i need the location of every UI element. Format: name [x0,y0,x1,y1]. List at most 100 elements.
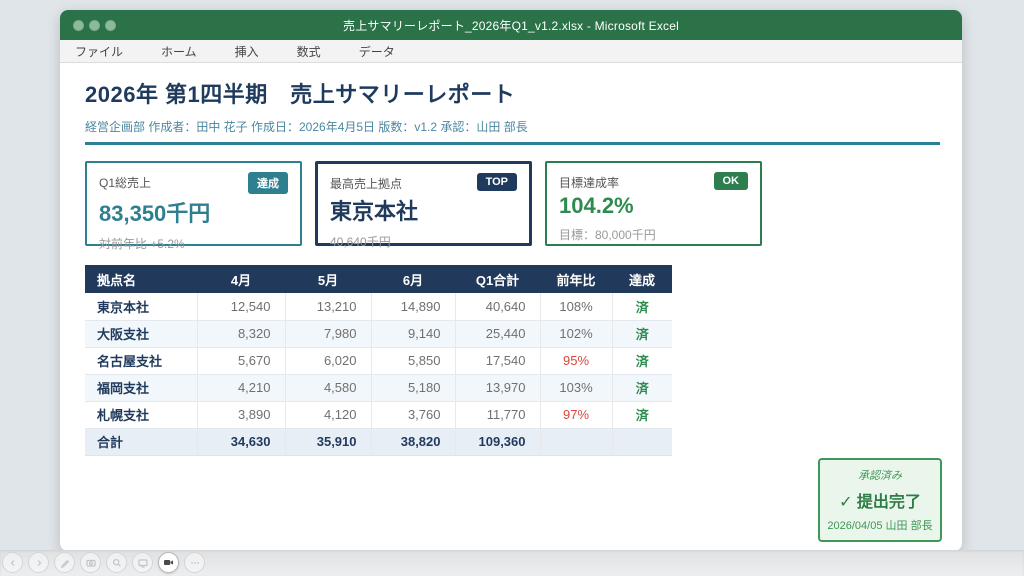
title-bar: 売上サマリーレポート_2026年Q1_v1.2.xlsx - Microsoft… [60,10,962,40]
cell-apr[interactable]: 8,320 [196,320,285,348]
col-header-done[interactable]: 達成 [612,265,672,293]
excel-window: 売上サマリーレポート_2026年Q1_v1.2.xlsx - Microsoft… [60,10,962,551]
kpi-label: 目標達成率 [559,176,620,190]
cell-q1[interactable]: 13,970 [454,374,540,402]
cell-yoy[interactable]: 102% [539,320,612,348]
cell-name[interactable]: 福岡支社 [85,374,197,402]
col-header-april[interactable]: 4月 [197,265,285,293]
col-header-yoy[interactable]: 前年比 [540,265,612,293]
table-row: 大阪支社 8,320 7,980 9,140 25,440 102% 済 [85,320,672,348]
cell-may[interactable]: 13,210 [284,293,371,321]
cell-name[interactable]: 合計 [85,428,197,456]
cell-apr[interactable]: 34,630 [196,428,285,456]
record-button[interactable] [158,552,179,573]
minimize-window-button[interactable] [89,19,100,31]
cell-done[interactable]: 済 [611,374,672,402]
camera-icon [85,559,96,567]
monitor-icon [137,558,148,568]
cell-name[interactable]: 大阪支社 [85,320,197,348]
menu-file[interactable]: ファイル [75,44,124,59]
kpi-card-total-sales: Q1総売上 達成 83,350千円 対前年比 +5.2% [85,161,302,251]
window-title: 売上サマリーレポート_2026年Q1_v1.2.xlsx - Microsoft… [343,18,679,33]
cell-done[interactable]: 済 [611,293,672,321]
approval-stamp: 承認済み ✓ 提出完了 2026/04/05 山田 部長 [818,458,942,542]
edit-button[interactable] [54,552,75,573]
status-badge: TOP [476,173,517,191]
cell-yoy[interactable]: 97% [539,401,612,429]
cell-may[interactable]: 6,020 [284,347,371,375]
cell-done[interactable] [611,428,672,456]
cell-yoy[interactable]: 103% [539,374,612,402]
status-badge: 達成 [248,172,288,194]
video-camera-icon [164,560,173,565]
kpi-value: 83,350千円 [99,201,211,226]
status-badge: OK [713,172,748,190]
cell-q1[interactable]: 17,540 [454,347,540,375]
cell-name[interactable]: 東京本社 [85,293,197,321]
col-header-q1[interactable]: Q1合計 [455,265,540,293]
kpi-label: 最高売上拠点 [330,177,403,191]
overlay-toolbar [2,552,205,573]
cell-jun[interactable]: 5,180 [370,374,455,402]
display-button[interactable] [132,552,153,573]
report-meta: 経営企画部 作成者：田中 花子 作成日：2026年4月5日 版数：v1.2 承認… [85,120,528,134]
table-row: 札幌支社 3,890 4,120 3,760 11,770 97% 済 [85,401,672,429]
stamp-title: ✓ 提出完了 [839,494,921,511]
back-button[interactable] [2,552,23,573]
cell-yoy[interactable] [539,428,612,456]
cell-jun[interactable]: 9,140 [370,320,455,348]
kpi-subtext: 目標：80,000千円 [559,228,656,242]
table-total-row: 合計 34,630 35,910 38,820 109,360 [85,428,672,456]
zoom-button[interactable] [106,552,127,573]
sheet-content: 2026年 第1四半期 売上サマリーレポート 経営企画部 作成者：田中 花子 作… [60,63,962,550]
col-header-june[interactable]: 6月 [371,265,455,293]
cell-apr[interactable]: 4,210 [196,374,285,402]
col-header-branch[interactable]: 拠点名 [85,265,197,293]
pencil-icon [60,559,69,568]
title-divider [85,142,940,145]
cell-apr[interactable]: 12,540 [196,293,285,321]
cell-apr[interactable]: 5,670 [196,347,285,375]
cell-may[interactable]: 4,120 [284,401,371,429]
kpi-cards: Q1総売上 達成 83,350千円 対前年比 +5.2% 最高売上拠点 TOP … [85,161,962,251]
cell-may[interactable]: 4,580 [284,374,371,402]
menu-formula[interactable]: 数式 [296,44,321,59]
cell-jun[interactable]: 38,820 [370,428,455,456]
kpi-card-goal-rate: 目標達成率 OK 104.2% 目標：80,000千円 [545,161,762,246]
cell-may[interactable]: 7,980 [284,320,371,348]
cell-yoy[interactable]: 108% [539,293,612,321]
col-header-may[interactable]: 5月 [285,265,371,293]
table-header-row: 拠点名 4月 5月 6月 Q1合計 前年比 達成 [85,265,672,293]
screenshot-button[interactable] [80,552,101,573]
ellipsis-icon [190,561,199,564]
cell-name[interactable]: 札幌支社 [85,401,197,429]
stamp-date-signer: 2026/04/05 山田 部長 [827,520,933,532]
cell-jun[interactable]: 5,850 [370,347,455,375]
menu-bar: ファイル ホーム 挿入 数式 データ [60,40,962,63]
cell-may[interactable]: 35,910 [284,428,371,456]
sales-table-body: 東京本社 12,540 13,210 14,890 40,640 108% 済大阪支社 8,3… [85,293,672,456]
forward-button[interactable] [28,552,49,573]
cell-done[interactable]: 済 [611,347,672,375]
cell-done[interactable]: 済 [611,320,672,348]
cell-jun[interactable]: 3,760 [370,401,455,429]
kpi-subtext: 対前年比 +5.2% [99,237,185,251]
more-options-button[interactable] [184,552,205,573]
cell-q1[interactable]: 11,770 [454,401,540,429]
cell-q1[interactable]: 25,440 [454,320,540,348]
kpi-card-top-branch: 最高売上拠点 TOP 東京本社 40,640千円 [315,161,532,249]
maximize-window-button[interactable] [105,19,116,31]
menu-data[interactable]: データ [358,44,395,59]
cell-apr[interactable]: 3,890 [196,401,285,429]
menu-insert[interactable]: 挿入 [234,44,259,59]
cell-q1[interactable]: 109,360 [454,428,540,456]
sales-table: 拠点名 4月 5月 6月 Q1合計 前年比 達成 東京本社 12,540 13,21… [85,265,672,456]
menu-home[interactable]: ホーム [161,44,197,59]
cell-yoy[interactable]: 95% [539,347,612,375]
close-window-button[interactable] [73,19,84,31]
cell-jun[interactable]: 14,890 [370,293,455,321]
cell-done[interactable]: 済 [611,401,672,429]
kpi-label: Q1総売上 [99,176,152,190]
cell-name[interactable]: 名古屋支社 [85,347,197,375]
cell-q1[interactable]: 40,640 [454,293,540,321]
